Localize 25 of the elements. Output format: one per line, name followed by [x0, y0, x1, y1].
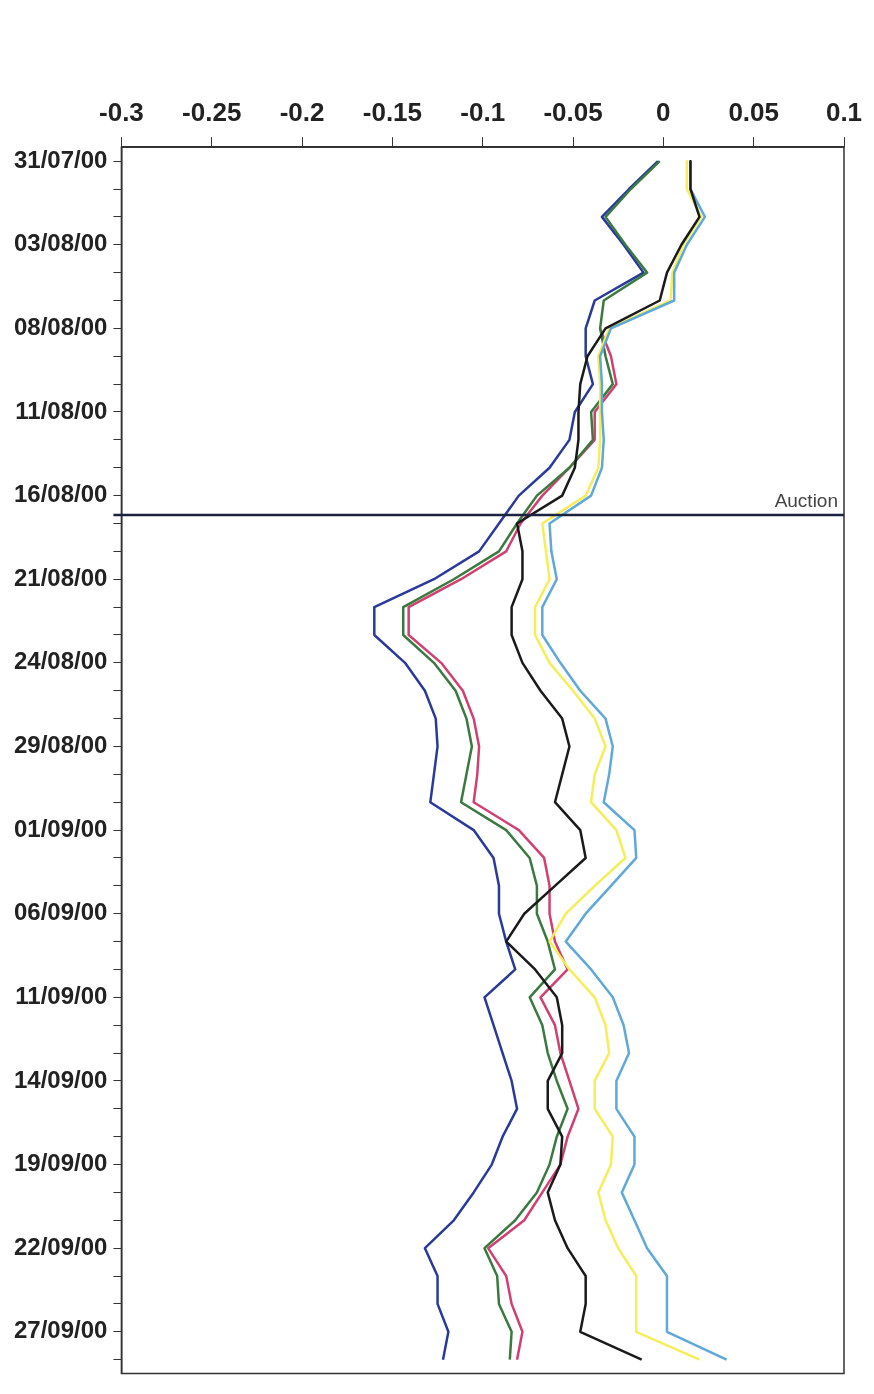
y-tick-label: 01/09/00: [14, 814, 108, 842]
y-tick-label: 27/09/00: [14, 1316, 108, 1344]
y-tick-label: 22/09/00: [14, 1232, 108, 1260]
x-tick-label: -0.05: [543, 96, 603, 127]
y-tick-label: 11/08/00: [15, 396, 108, 424]
y-tick-label: 31/07/00: [14, 145, 108, 173]
y-tick-label: 16/08/00: [14, 480, 108, 508]
y-tick-label: 08/08/00: [14, 313, 108, 340]
x-tick-label: 0.1: [825, 96, 863, 127]
y-tick-label: 11/09/00: [15, 981, 108, 1009]
y-tick-label: 24/08/00: [14, 647, 108, 675]
y-tick-label: 03/08/00: [14, 229, 108, 257]
y-tick-label: 06/09/00: [14, 898, 108, 926]
y-tick-label: 29/08/00: [14, 731, 108, 759]
x-tick-label: 0.05: [728, 96, 779, 127]
annotation: Auction: [774, 489, 838, 511]
y-tick-label: 19/09/00: [14, 1149, 108, 1177]
y-tick-label: 21/08/00: [14, 563, 108, 591]
y-tick-label: 14/09/00: [14, 1065, 108, 1093]
x-tick-label: -0.3: [99, 96, 144, 127]
x-tick-label: -0.1: [460, 96, 506, 127]
x-tick-label: -0.15: [362, 96, 423, 127]
x-tick-label: -0.2: [279, 96, 325, 127]
x-tick-label: 0: [656, 96, 671, 127]
x-tick-label: -0.25: [182, 96, 242, 127]
